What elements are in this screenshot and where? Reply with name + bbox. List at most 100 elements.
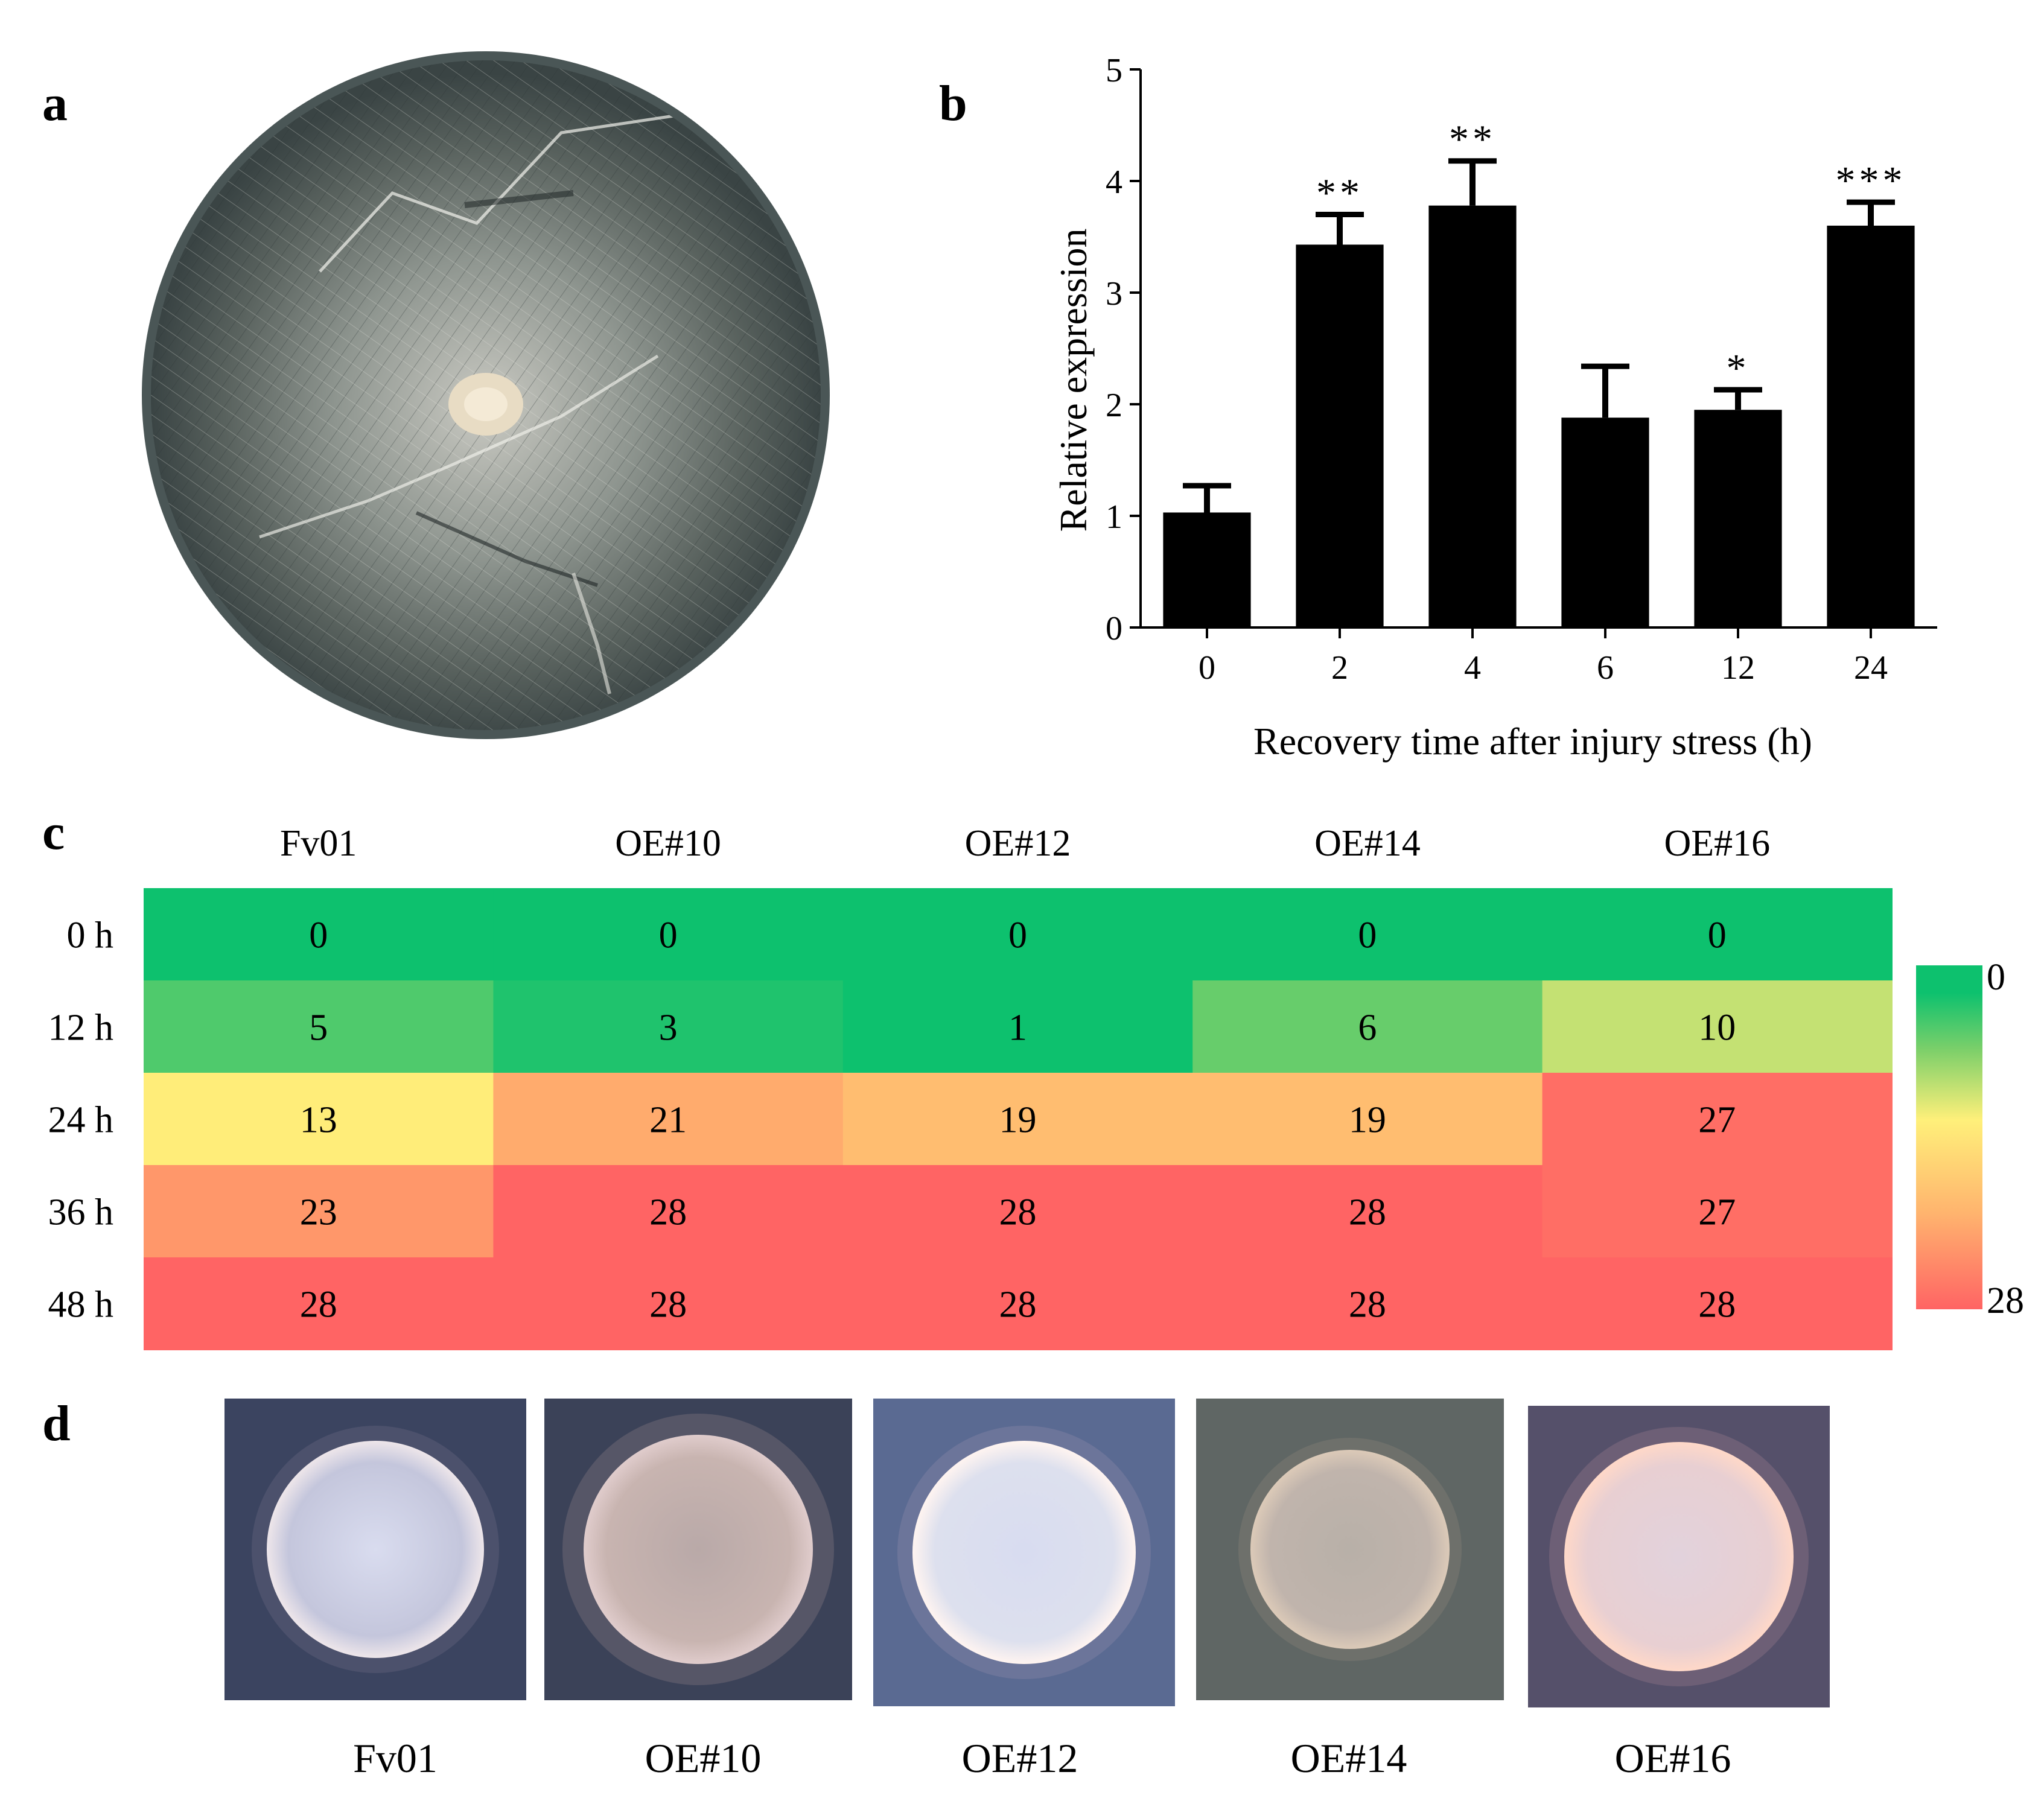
cell-value: 28	[999, 1285, 1037, 1326]
cell-value: 13	[300, 1100, 337, 1141]
heatmap-cell	[1542, 1073, 1893, 1166]
cell-value: 23	[300, 1192, 337, 1233]
column-header: OE#14	[1314, 823, 1421, 864]
culture-plate-photo	[142, 51, 830, 739]
heatmap-cell	[1542, 1257, 1893, 1350]
cell-value: 0	[1708, 915, 1727, 956]
row-header: 36 h	[48, 1192, 114, 1233]
row-header: 12 h	[48, 1008, 114, 1049]
x-tick-label: 0	[1199, 649, 1215, 687]
cell-value: 5	[309, 1008, 328, 1049]
bar	[1694, 410, 1782, 627]
y-tick-label: 1	[1106, 498, 1122, 536]
panel-label-d: d	[42, 1396, 71, 1452]
cell-value: 27	[1698, 1192, 1736, 1233]
heatmap-cell	[144, 888, 494, 981]
y-tick-label: 2	[1106, 387, 1122, 424]
x-axis-label: Recovery time after injury stress (h)	[1253, 720, 1812, 763]
cell-value: 1	[1008, 1008, 1027, 1049]
heatmap: Fv01 OE#10 OE#12 OE#14 OE#16 0 h 12 h 24 h 36 h 4…	[48, 823, 2024, 1350]
heatmap-cell	[1192, 1165, 1543, 1258]
y-tick-label: 5	[1106, 52, 1122, 89]
heatmap-cell	[1192, 980, 1543, 1073]
colony-photo-oe16	[1528, 1406, 1830, 1707]
column-header: OE#12	[965, 823, 1071, 864]
cell-value: 28	[649, 1285, 687, 1326]
y-tick-label: 4	[1106, 164, 1122, 201]
heatmap-cell	[1542, 1165, 1893, 1258]
heatmap-cell	[144, 980, 494, 1073]
x-tick-label: 12	[1721, 649, 1755, 687]
heatmap-cell	[1192, 1073, 1543, 1166]
x-tick-label: 4	[1464, 649, 1481, 687]
panel-label-a: a	[42, 75, 68, 132]
cell-value: 28	[1698, 1285, 1736, 1326]
heatmap-cell	[493, 1257, 844, 1350]
bar	[1296, 244, 1384, 627]
heatmap-cell	[144, 1073, 494, 1166]
heatmap-cell	[493, 980, 844, 1073]
colony-label-oe16: OE#16	[1614, 1735, 1731, 1781]
cell-value: 0	[1358, 915, 1377, 956]
heatmap-cell	[493, 1165, 844, 1258]
colorbar	[1916, 965, 1982, 1309]
cell-value: 19	[999, 1100, 1037, 1141]
significance-marker: *	[1727, 346, 1750, 390]
heatmap-cell	[1192, 888, 1543, 981]
heatmap-cell	[842, 1165, 1194, 1258]
colony-photo-oe14	[1196, 1399, 1504, 1700]
cell-value: 3	[659, 1008, 678, 1049]
cell-value: 28	[300, 1285, 337, 1326]
panel-label-b: b	[939, 75, 967, 132]
heatmap-cell	[493, 888, 844, 981]
x-tick-label: 2	[1331, 649, 1348, 687]
cell-value: 0	[1008, 915, 1027, 956]
heatmap-cell	[842, 888, 1194, 981]
colony-photo-fv01	[224, 1399, 526, 1700]
cell-value: 28	[999, 1192, 1037, 1233]
significance-marker: **	[1316, 171, 1363, 215]
colony-label-oe10: OE#10	[645, 1735, 762, 1781]
bar	[1561, 418, 1649, 627]
colony-photo-oe10	[544, 1399, 852, 1700]
y-axis-label: Relative expression	[1052, 229, 1095, 532]
x-tick-label: 24	[1854, 649, 1888, 687]
colorbar-max-label: 28	[1987, 1280, 2024, 1321]
heatmap-cell	[842, 1073, 1194, 1166]
heatmap-cell	[842, 1257, 1194, 1350]
heatmap-cell	[842, 980, 1194, 1073]
colorbar-min-label: 0	[1987, 957, 2005, 998]
row-header: 0 h	[67, 915, 114, 956]
cell-value: 28	[1349, 1285, 1386, 1326]
cell-value: 10	[1698, 1008, 1736, 1049]
bar	[1163, 512, 1251, 627]
column-header: OE#16	[1664, 823, 1770, 864]
colony-label-oe12: OE#12	[961, 1735, 1078, 1781]
cell-value: 19	[1349, 1100, 1386, 1141]
y-tick-label: 3	[1106, 275, 1122, 313]
y-tick-label: 0	[1106, 610, 1122, 647]
bar	[1428, 205, 1517, 627]
bar	[1827, 226, 1915, 627]
column-header: OE#10	[615, 823, 721, 864]
colony-label-fv01: Fv01	[353, 1735, 438, 1781]
heatmap-cell	[144, 1165, 494, 1258]
cell-value: 21	[649, 1100, 687, 1141]
cell-value: 6	[1358, 1008, 1377, 1049]
row-header: 24 h	[48, 1100, 114, 1141]
heatmap-cell	[1542, 888, 1893, 981]
cell-value: 0	[659, 915, 678, 956]
colony-label-oe14: OE#14	[1290, 1735, 1407, 1781]
cell-value: 28	[1349, 1192, 1386, 1233]
significance-marker: ***	[1836, 159, 1906, 203]
heatmap-cell	[1192, 1257, 1543, 1350]
column-header: Fv01	[280, 823, 357, 864]
row-header: 48 h	[48, 1285, 114, 1326]
heatmap-cell	[1542, 980, 1893, 1073]
heatmap-cell	[493, 1073, 844, 1166]
x-tick-label: 6	[1597, 649, 1614, 687]
cell-value: 0	[309, 915, 328, 956]
heatmap-cell	[144, 1257, 494, 1350]
cell-value: 28	[649, 1192, 687, 1233]
